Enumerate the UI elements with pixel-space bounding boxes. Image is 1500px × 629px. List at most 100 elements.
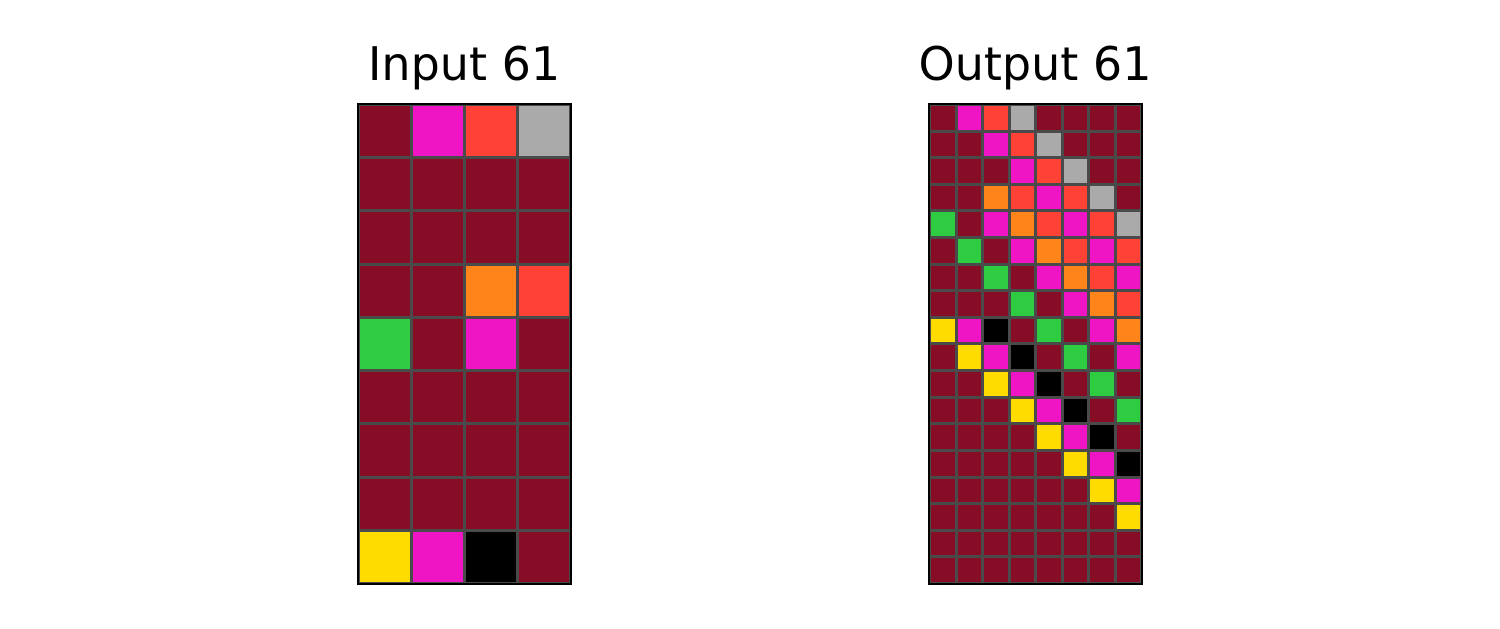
output-cell-r6-c1 — [957, 265, 981, 290]
output-cell-r6-c2 — [984, 265, 1008, 290]
output-cell-r8-c1 — [957, 318, 981, 343]
output-cell-r10-c3 — [1010, 372, 1034, 396]
output-cell-r13-c5 — [1063, 451, 1087, 476]
output-cell-r5-c0 — [931, 239, 955, 263]
output-cell-r3-c0 — [931, 185, 955, 210]
output-cell-r0-c0 — [931, 106, 955, 130]
output-cell-r5-c5 — [1063, 239, 1087, 263]
input-cell-r0-c2 — [466, 106, 516, 157]
output-cell-r13-c7 — [1116, 451, 1140, 476]
output-cell-r16-c6 — [1090, 531, 1114, 556]
output-cell-r15-c6 — [1090, 505, 1114, 529]
output-cell-r17-c0 — [931, 558, 955, 582]
output-cell-r1-c6 — [1090, 132, 1114, 157]
output-cell-r3-c6 — [1090, 185, 1114, 210]
output-cell-r8-c4 — [1037, 318, 1061, 343]
input-cell-r5-c2 — [466, 372, 516, 423]
output-cell-r5-c7 — [1116, 239, 1140, 263]
input-cell-r1-c1 — [413, 159, 463, 210]
output-cell-r15-c3 — [1010, 505, 1034, 529]
input-cell-r3-c2 — [466, 265, 516, 316]
output-cell-r17-c4 — [1037, 558, 1061, 582]
input-cell-r3-c1 — [413, 265, 463, 316]
output-cell-r0-c1 — [957, 106, 981, 130]
input-cell-r4-c0 — [360, 318, 410, 370]
output-cell-r13-c0 — [931, 451, 955, 476]
input-cell-r2-c2 — [466, 212, 516, 263]
output-cell-r15-c4 — [1037, 505, 1061, 529]
input-cell-r4-c3 — [519, 318, 569, 370]
output-cell-r13-c1 — [957, 451, 981, 476]
output-cell-r10-c5 — [1063, 372, 1087, 396]
output-cell-r0-c6 — [1090, 106, 1114, 130]
output-cell-r16-c0 — [931, 531, 955, 556]
input-cell-r5-c0 — [360, 372, 410, 423]
output-cell-r15-c2 — [984, 505, 1008, 529]
output-cell-r6-c4 — [1037, 265, 1061, 290]
output-cell-r7-c1 — [957, 292, 981, 316]
output-cell-r9-c3 — [1010, 345, 1034, 370]
output-cell-r7-c0 — [931, 292, 955, 316]
output-cell-r8-c5 — [1063, 318, 1087, 343]
input-cell-r8-c3 — [519, 531, 569, 582]
output-cell-r11-c0 — [931, 398, 955, 423]
output-cell-r15-c1 — [957, 505, 981, 529]
output-cell-r0-c2 — [984, 106, 1008, 130]
input-title: Input 61 — [367, 37, 561, 91]
output-cell-r2-c2 — [984, 159, 1008, 183]
output-cell-r5-c1 — [957, 239, 981, 263]
output-cell-r11-c6 — [1090, 398, 1114, 423]
input-cell-r8-c0 — [360, 531, 410, 582]
output-cell-r12-c3 — [1010, 425, 1034, 449]
input-cell-r2-c0 — [360, 212, 410, 263]
output-cell-r10-c0 — [931, 372, 955, 396]
output-cell-r2-c4 — [1037, 159, 1061, 183]
input-cell-r6-c0 — [360, 425, 410, 476]
input-cell-r4-c2 — [466, 318, 516, 370]
input-cell-r4-c1 — [413, 318, 463, 370]
input-cell-r6-c2 — [466, 425, 516, 476]
output-cell-r14-c5 — [1063, 478, 1087, 503]
input-cell-r3-c0 — [360, 265, 410, 316]
input-cell-r5-c3 — [519, 372, 569, 423]
output-cell-r0-c4 — [1037, 106, 1061, 130]
output-cell-r5-c2 — [984, 239, 1008, 263]
output-cell-r14-c0 — [931, 478, 955, 503]
output-cell-r3-c5 — [1063, 185, 1087, 210]
output-cell-r5-c6 — [1090, 239, 1114, 263]
output-cell-r4-c6 — [1090, 212, 1114, 237]
output-cell-r15-c0 — [931, 505, 955, 529]
output-cell-r17-c7 — [1116, 558, 1140, 582]
output-cell-r14-c4 — [1037, 478, 1061, 503]
output-cell-r17-c3 — [1010, 558, 1034, 582]
input-cell-r7-c3 — [519, 478, 569, 529]
output-cell-r12-c5 — [1063, 425, 1087, 449]
output-cell-r11-c2 — [984, 398, 1008, 423]
input-cell-r2-c1 — [413, 212, 463, 263]
output-cell-r0-c5 — [1063, 106, 1087, 130]
output-cell-r1-c4 — [1037, 132, 1061, 157]
output-cell-r11-c1 — [957, 398, 981, 423]
input-cell-r2-c3 — [519, 212, 569, 263]
output-cell-r2-c0 — [931, 159, 955, 183]
output-cell-r8-c6 — [1090, 318, 1114, 343]
output-cell-r12-c2 — [984, 425, 1008, 449]
output-cell-r14-c7 — [1116, 478, 1140, 503]
output-cell-r9-c4 — [1037, 345, 1061, 370]
output-cell-r14-c6 — [1090, 478, 1114, 503]
output-cell-r1-c1 — [957, 132, 981, 157]
output-cell-r3-c4 — [1037, 185, 1061, 210]
output-cell-r17-c5 — [1063, 558, 1087, 582]
output-cell-r8-c7 — [1116, 318, 1140, 343]
input-grid — [357, 103, 572, 585]
input-cell-r7-c1 — [413, 478, 463, 529]
output-cell-r12-c1 — [957, 425, 981, 449]
output-cell-r0-c3 — [1010, 106, 1034, 130]
output-cell-r11-c7 — [1116, 398, 1140, 423]
input-cell-r3-c3 — [519, 265, 569, 316]
output-cell-r6-c5 — [1063, 265, 1087, 290]
output-cell-r14-c1 — [957, 478, 981, 503]
output-cell-r1-c2 — [984, 132, 1008, 157]
input-cell-r1-c3 — [519, 159, 569, 210]
input-cell-r6-c1 — [413, 425, 463, 476]
